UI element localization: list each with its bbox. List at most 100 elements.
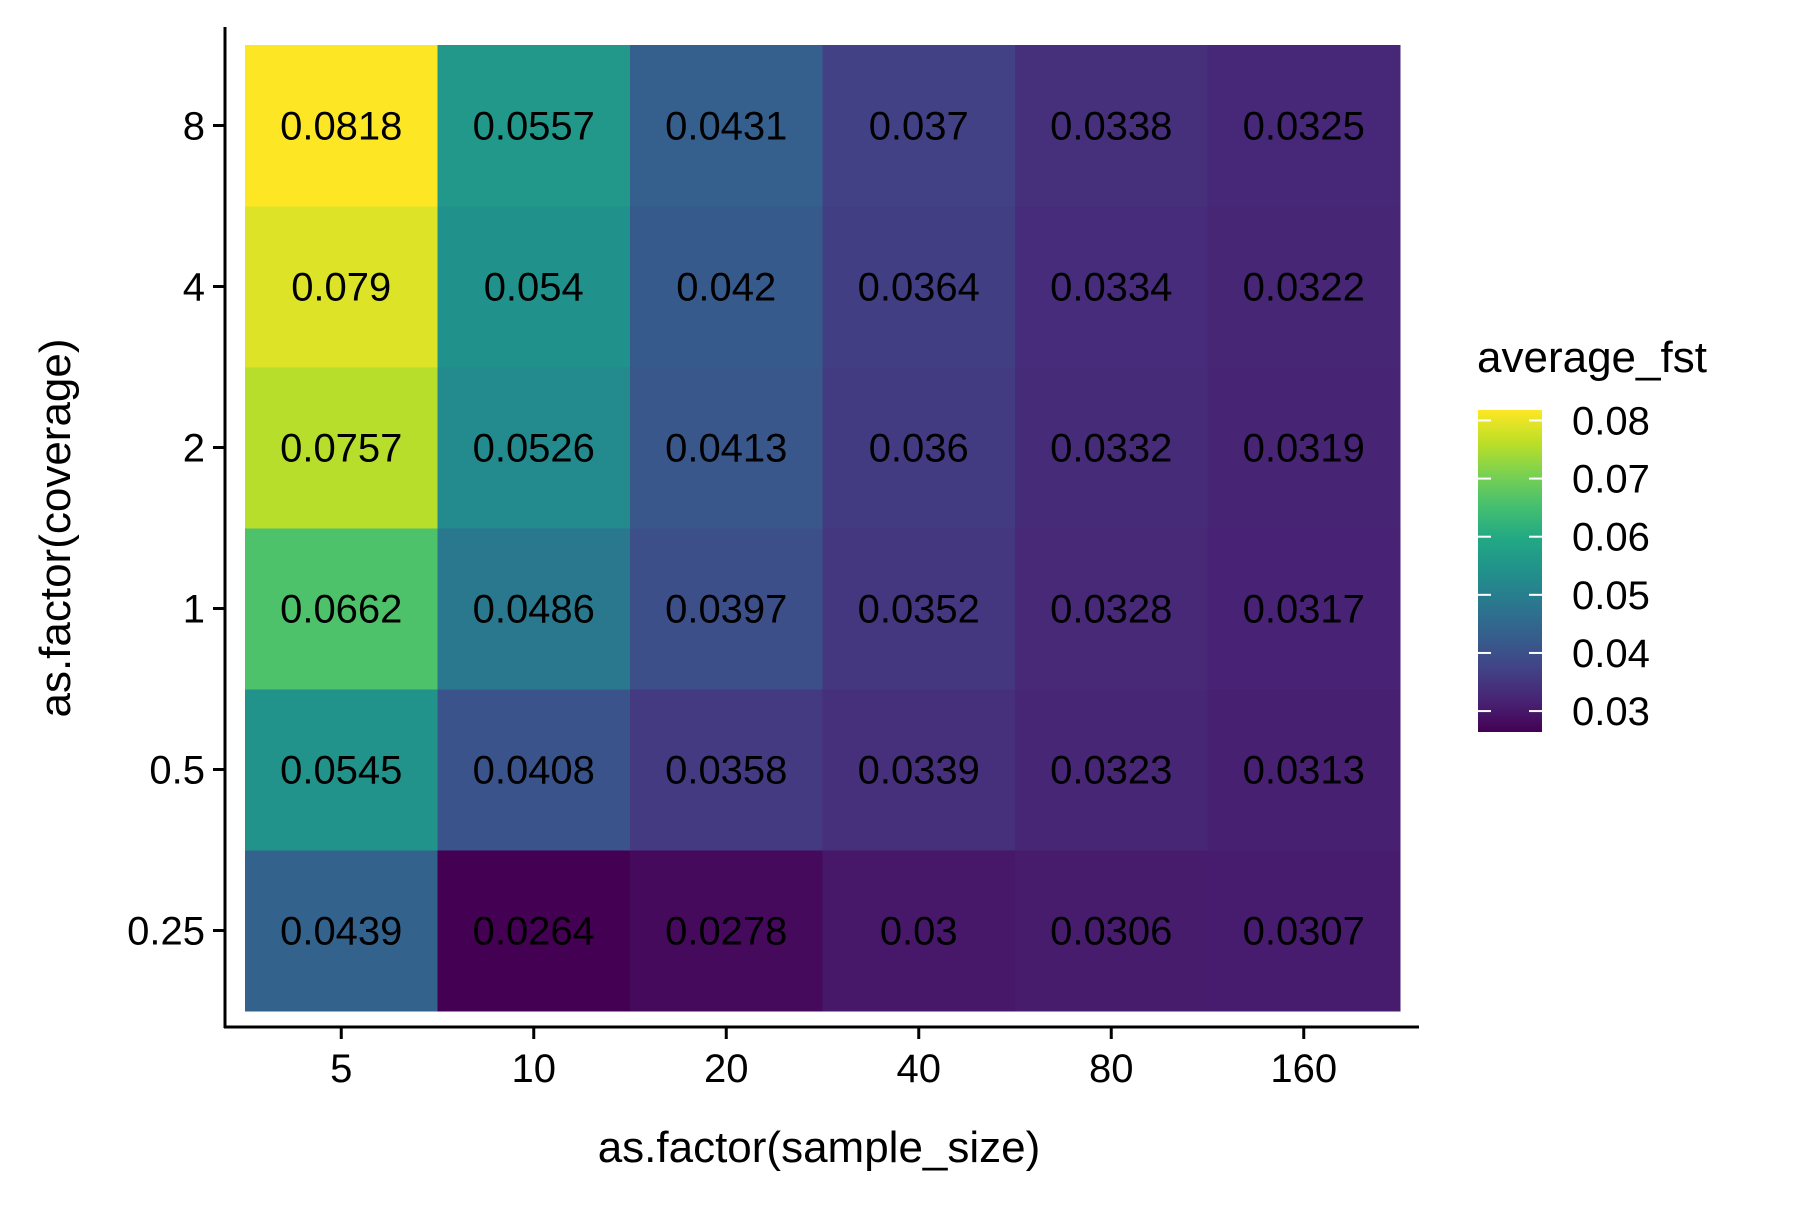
cell-value-label: 0.0334 — [1050, 266, 1172, 310]
heatmap-cell — [630, 367, 823, 529]
cell-value-label: 0.0397 — [665, 588, 787, 632]
y-tick-label: 8 — [183, 105, 205, 149]
cell-value-label: 0.037 — [869, 105, 969, 149]
cell-value-label: 0.0322 — [1243, 266, 1365, 310]
heatmap-cell — [1015, 689, 1208, 851]
heatmap-cell — [437, 45, 631, 207]
cell-value-label: 0.0413 — [665, 427, 787, 471]
heatmap-cell — [1207, 45, 1401, 207]
heatmap-cell — [1207, 850, 1401, 1012]
x-tick-label: 40 — [897, 1047, 942, 1091]
cell-value-label: 0.0278 — [665, 910, 787, 954]
heatmap-cell — [245, 367, 438, 529]
legend-title: average_fst — [1477, 333, 1707, 382]
cell-value-label: 0.0408 — [473, 749, 595, 793]
heatmap-cell — [822, 206, 1016, 368]
cell-value-label: 0.0557 — [473, 105, 595, 149]
heatmap-cell — [630, 689, 823, 851]
heatmap-cell — [437, 206, 631, 368]
heatmap-cell — [1207, 206, 1401, 368]
cell-value-label: 0.0339 — [858, 749, 980, 793]
cell-value-label: 0.0328 — [1050, 588, 1172, 632]
heatmap-cell — [630, 850, 823, 1012]
x-tick-label: 10 — [512, 1047, 557, 1091]
cell-value-label: 0.0325 — [1243, 105, 1365, 149]
cell-value-label: 0.036 — [869, 427, 969, 471]
cell-value-label: 0.0364 — [858, 266, 980, 310]
heatmap-cell — [245, 206, 438, 368]
heatmap-cell — [1207, 367, 1401, 529]
cell-value-label: 0.0431 — [665, 105, 787, 149]
x-axis-title: as.factor(sample_size) — [598, 1123, 1041, 1172]
heatmap-cell — [822, 367, 1016, 529]
x-tick-label: 5 — [330, 1047, 352, 1091]
cell-value-label: 0.0352 — [858, 588, 980, 632]
heatmap-cell — [1015, 528, 1208, 690]
cell-value-label: 0.0486 — [473, 588, 595, 632]
heatmap-cell — [437, 528, 631, 690]
heatmap-cell — [245, 689, 438, 851]
heatmap-cell — [630, 45, 823, 207]
cell-value-label: 0.0662 — [280, 588, 402, 632]
heatmap-cell — [630, 206, 823, 368]
cell-value-label: 0.042 — [676, 266, 776, 310]
heatmap-cell — [1207, 528, 1401, 690]
cell-value-label: 0.0338 — [1050, 105, 1172, 149]
heatmap-cell — [245, 528, 438, 690]
cell-value-label: 0.079 — [291, 266, 391, 310]
x-tick-label: 80 — [1089, 1047, 1134, 1091]
heatmap-cell — [437, 689, 631, 851]
cell-value-label: 0.0526 — [473, 427, 595, 471]
y-tick-label: 2 — [183, 427, 205, 471]
cell-value-label: 0.0332 — [1050, 427, 1172, 471]
y-axis-title: as.factor(coverage) — [31, 338, 80, 717]
cell-value-label: 0.0319 — [1243, 427, 1365, 471]
heatmap-cell — [822, 850, 1016, 1012]
heatmap-cell — [630, 528, 823, 690]
y-tick-label: 0.25 — [127, 910, 205, 954]
heatmap-cell — [245, 45, 438, 207]
heatmap-cell — [822, 689, 1016, 851]
heatmap-cell — [1015, 367, 1208, 529]
heatmap-cells — [245, 45, 1401, 1012]
cell-value-label: 0.0306 — [1050, 910, 1172, 954]
heatmap-cell — [822, 528, 1016, 690]
legend-break-label: 0.03 — [1572, 690, 1650, 734]
legend-break-label: 0.04 — [1572, 632, 1650, 676]
colorbar — [1478, 410, 1542, 732]
heatmap-cell — [1207, 689, 1401, 851]
x-tick-label: 20 — [704, 1047, 749, 1091]
x-tick-label: 160 — [1270, 1047, 1337, 1091]
legend-break-label: 0.07 — [1572, 458, 1650, 502]
heatmap-cell — [1015, 45, 1208, 207]
legend-break-label: 0.08 — [1572, 399, 1650, 443]
heatmap-cell — [822, 45, 1016, 207]
cell-value-label: 0.0757 — [280, 427, 402, 471]
heatmap-cell — [437, 850, 631, 1012]
cell-value-label: 0.0818 — [280, 105, 402, 149]
axes: 0.25 0.5 1 2 4 8 5 10 20 40 80 160 — [127, 27, 1419, 1091]
heatmap-cell — [437, 367, 631, 529]
heatmap-cell — [1015, 206, 1208, 368]
cell-value-label: 0.0439 — [280, 910, 402, 954]
legend-break-label: 0.06 — [1572, 516, 1650, 560]
cell-value-label: 0.03 — [880, 910, 958, 954]
y-tick-label: 4 — [183, 266, 205, 310]
cell-value-label: 0.0358 — [665, 749, 787, 793]
cell-value-label: 0.0545 — [280, 749, 402, 793]
heatmap-cell — [1015, 850, 1208, 1012]
cell-value-label: 0.0323 — [1050, 749, 1172, 793]
y-tick-label: 0.5 — [149, 749, 205, 793]
cell-value-label: 0.0307 — [1243, 910, 1365, 954]
heatmap-cell — [245, 850, 438, 1012]
y-tick-label: 1 — [183, 588, 205, 632]
cell-value-labels: 0.0439 0.0264 0.0278 0.03 0.0306 0.0307 0.0545… — [280, 105, 1365, 954]
cell-value-label: 0.0313 — [1243, 749, 1365, 793]
cell-value-label: 0.0264 — [473, 910, 595, 954]
cell-value-label: 0.054 — [484, 266, 584, 310]
legend-break-label: 0.05 — [1572, 574, 1650, 618]
cell-value-label: 0.0317 — [1243, 588, 1365, 632]
colorbar-legend: 0.08 0.07 0.06 0.05 0.04 0.03 — [1478, 399, 1650, 734]
